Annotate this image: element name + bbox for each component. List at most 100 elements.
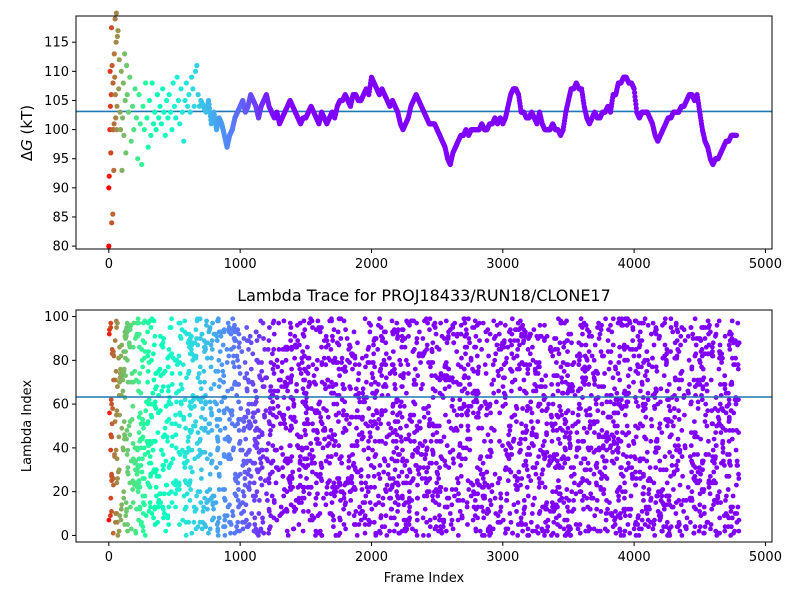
lambda-point <box>141 320 146 326</box>
lambda-point <box>133 530 139 536</box>
lambda-point <box>340 382 346 387</box>
lambda-point <box>162 432 168 438</box>
lambda-point <box>627 320 633 326</box>
lambda-point <box>613 509 618 514</box>
lambda-point <box>351 522 357 527</box>
lambda-point <box>350 351 355 357</box>
lambda-point <box>447 511 453 516</box>
lambda-point <box>383 489 389 495</box>
lambda-point <box>648 498 653 503</box>
lambda-point <box>673 377 678 383</box>
lambda-point <box>298 371 304 376</box>
lambda-point <box>708 526 713 532</box>
lambda-point <box>717 421 722 427</box>
lambda-point <box>664 347 670 352</box>
lambda-point <box>426 403 432 409</box>
lambda-point <box>133 336 138 341</box>
lambda-point <box>651 480 657 486</box>
lambda-point <box>639 526 644 532</box>
lambda-point <box>508 519 514 525</box>
lambda-point <box>582 364 588 370</box>
lambda-point <box>617 528 623 534</box>
lambda-point <box>214 465 219 470</box>
lambda-point <box>305 344 310 350</box>
lambda-point <box>462 403 467 409</box>
lambda-point <box>542 384 548 389</box>
lambda-point <box>188 487 194 492</box>
lambda-point <box>564 495 569 501</box>
lambda-point <box>504 498 510 503</box>
lambda-point <box>644 458 650 464</box>
lambda-point <box>310 362 316 368</box>
lambda-point <box>523 423 529 429</box>
lambda-point <box>625 460 631 466</box>
lambda-point <box>336 366 342 372</box>
lambda-point <box>176 423 182 429</box>
lambda-point <box>267 406 273 411</box>
lambda-point <box>150 447 156 453</box>
lambda-point <box>697 491 703 497</box>
lambda-point <box>108 495 114 501</box>
lambda-point <box>312 460 317 466</box>
lambda-point <box>306 491 312 497</box>
lambda-point <box>285 406 291 411</box>
lambda-point <box>367 329 373 335</box>
lambda-point <box>301 489 307 495</box>
lambda-point <box>265 347 271 352</box>
lambda-point <box>383 362 389 368</box>
lambda-point <box>691 452 697 457</box>
lambda-point <box>329 390 335 396</box>
lambda-point <box>544 500 550 505</box>
lambda-point <box>494 342 500 348</box>
lambda-point <box>568 443 573 449</box>
lambda-point <box>235 327 241 333</box>
lambda-point <box>151 351 156 357</box>
lambda-point <box>689 458 694 464</box>
lambda-point <box>340 430 346 435</box>
lambda-point <box>486 353 491 359</box>
lambda-point <box>570 388 575 394</box>
lambda-point <box>234 524 240 530</box>
lambda-point <box>354 438 360 444</box>
lambda-point <box>169 351 175 357</box>
lambda-point <box>314 480 319 486</box>
lambda-point <box>596 384 602 389</box>
lambda-point <box>383 375 389 381</box>
lambda-point <box>641 473 646 479</box>
dg-point <box>112 92 118 98</box>
lambda-point <box>189 530 195 536</box>
lambda-point <box>719 406 725 411</box>
lambda-point <box>705 351 711 357</box>
lambda-point <box>476 414 481 420</box>
lambda-point <box>410 526 415 532</box>
dg-point <box>139 161 145 168</box>
lambda-point <box>200 406 206 411</box>
lambda-point <box>472 318 478 324</box>
lambda-point <box>496 331 502 337</box>
lambda-point <box>497 476 502 481</box>
lambda-point <box>672 414 678 420</box>
lambda-point <box>302 428 308 433</box>
lambda-point <box>602 458 607 464</box>
lambda-point <box>713 333 718 339</box>
lambda-point <box>376 438 382 444</box>
lambda-point <box>166 384 171 389</box>
dg-point <box>117 109 123 115</box>
lambda-point <box>465 362 471 368</box>
lambda-point <box>370 390 375 396</box>
lambda-point <box>610 449 615 455</box>
lambda-point <box>437 513 442 519</box>
lambda-x-tick-label: 3000 <box>486 550 519 565</box>
lambda-point <box>502 467 508 473</box>
lambda-point <box>605 338 611 343</box>
lambda-point <box>116 467 122 473</box>
lambda-point <box>130 487 136 492</box>
lambda-point <box>232 379 238 385</box>
lambda-point <box>669 463 675 468</box>
lambda-point <box>434 375 440 381</box>
lambda-point <box>385 471 391 477</box>
lambda-point <box>723 498 728 503</box>
lambda-point <box>206 329 212 335</box>
lambda-point <box>626 384 632 389</box>
lambda-point <box>370 423 375 429</box>
